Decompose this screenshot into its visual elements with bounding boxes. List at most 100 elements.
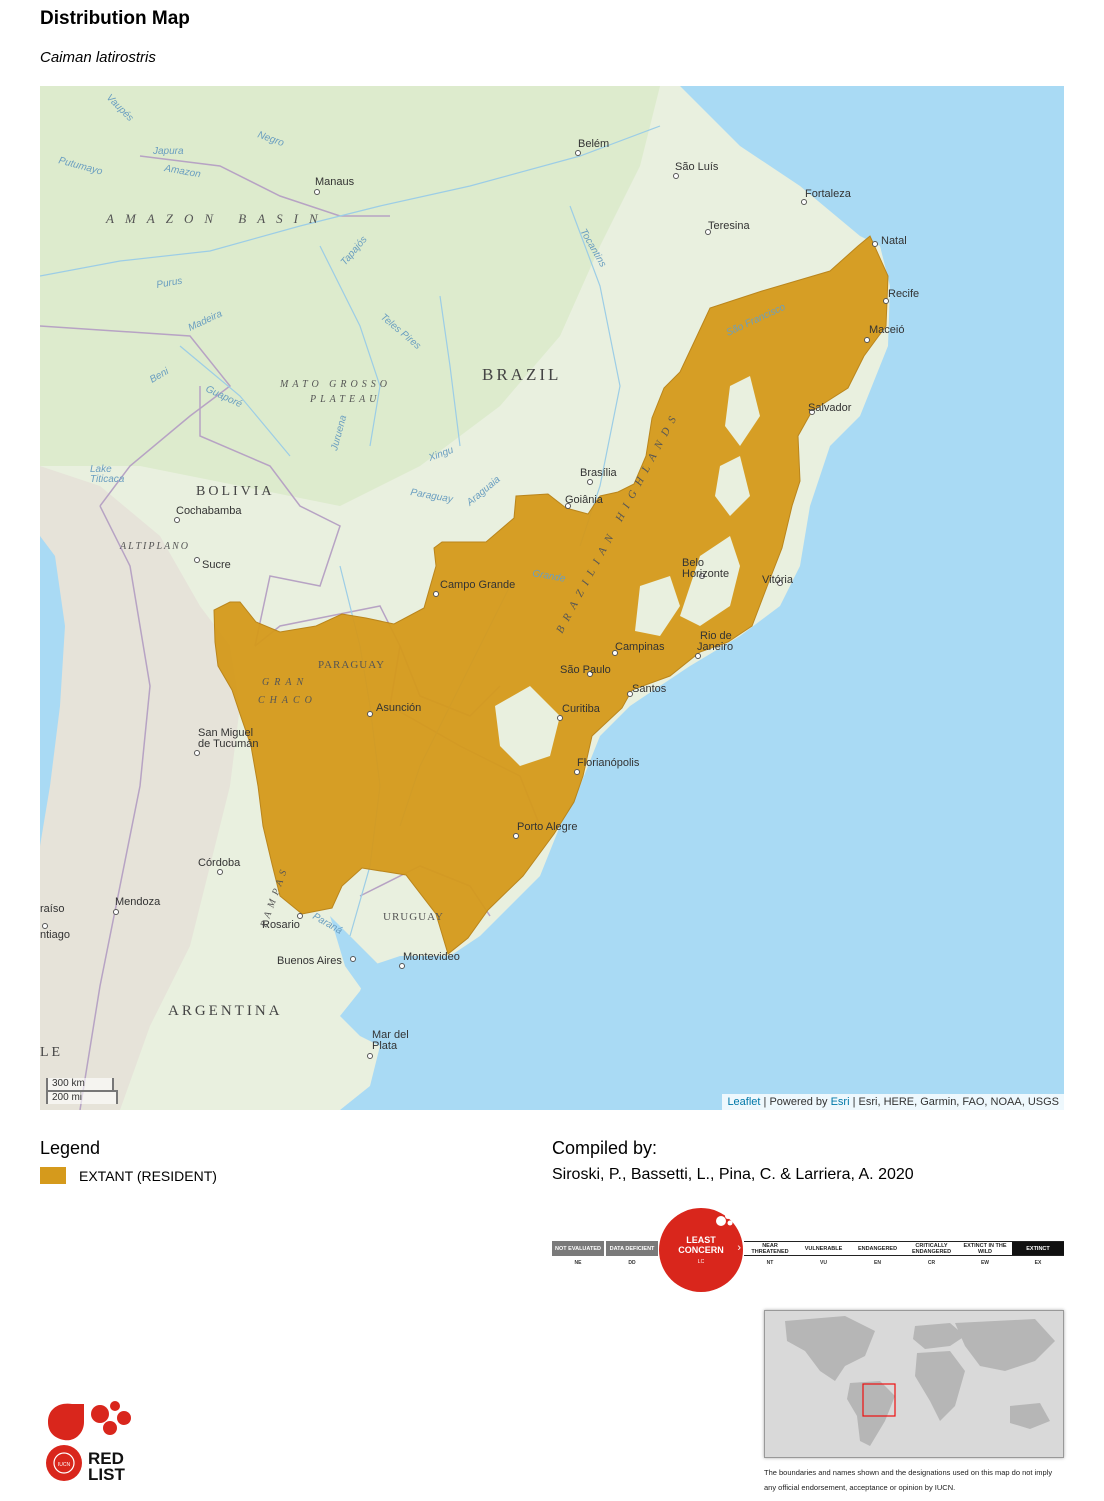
label-santiago: ntiago [40,929,70,941]
map-scale: 300 km 200 mi [46,1078,118,1104]
label-lake-2: Titicaca [90,474,125,485]
label-rio-2: Janeiro [697,641,733,653]
rio-de-la-plata [330,916,400,1011]
code-cr: CR [927,1260,936,1266]
label-belo-horizonte-1: Belo [682,557,704,569]
code-dd: DD [628,1260,636,1266]
red-list-logo-icon: IUCN RED LIST [46,1401,131,1484]
label-campinas: Campinas [615,641,665,653]
red-list-mini-icon [716,1213,736,1226]
category-vu: VULNERABLE [797,1241,850,1256]
label-sao-luis: São Luís [675,161,719,173]
label-belo-horizonte-2: Horizonte [682,568,729,580]
attribution-sources: | Esri, HERE, Garmin, FAO, NOAA, USGS [849,1096,1059,1108]
page-title: Distribution Map [40,8,190,29]
species-range-extant [213,235,889,955]
current-category-label: LEAST CONCERN [678,1235,724,1255]
label-gran-chaco-1: GRAN [262,677,308,688]
label-argentina: ARGENTINA [168,1003,283,1019]
label-goiania: Goiânia [565,494,604,506]
legend-heading: Legend [40,1138,101,1158]
category-ex: EXTINCT [1012,1241,1064,1256]
logo-iucn: IUCN [58,1462,71,1468]
range-gaps [495,376,760,766]
locator-canvas [765,1311,1063,1457]
label-gran-chaco-2: CHACO [258,695,317,706]
map-disclaimer: The boundaries and names shown and the d… [764,1468,1053,1492]
label-uruguay: URUGUAY [383,911,444,923]
label-belem: Belém [578,138,609,150]
amazon-vegetation [40,86,660,506]
chevron-right-icon: › [737,1242,741,1254]
label-mato-grosso-1: MATO GROSSO [279,379,391,390]
code-vu: VU [820,1260,827,1266]
attribution-sep: | Powered by [760,1096,831,1108]
label-sao-paulo: São Paulo [560,664,611,676]
code-ew: EW [980,1260,990,1266]
compiled-heading: Compiled by: [552,1138,658,1158]
world-locator-map [764,1310,1064,1458]
category-nt: NEAR THREATENED [744,1241,796,1256]
label-maceio: Maceió [869,324,904,336]
label-bolivia: BOLIVIA [196,484,275,499]
code-en: EN [874,1260,881,1266]
category-ne: NOT EVALUATED [552,1241,604,1256]
category-cr: CRITICALLY ENDANGERED [905,1241,958,1256]
label-japura: Japura [152,146,184,157]
city-markers [42,150,889,1059]
label-recife: Recife [888,288,919,300]
label-manaus: Manaus [315,176,355,188]
distribution-map[interactable]: Belém São Luís Fortaleza Teresina Natal … [40,86,1064,1110]
legend-item: EXTANT (RESIDENT) [40,1167,217,1184]
red-list-category-scale: NOT EVALUATED DATA DEFICIENT NEAR THREAT… [552,1206,1064,1296]
iucn-red-list-logo: IUCN RED LIST [44,1400,144,1484]
current-category-code: LC [697,1259,705,1265]
label-fortaleza: Fortaleza [805,188,852,200]
category-en: ENDANGERED [851,1241,904,1256]
label-brazil: BRAZIL [482,365,561,384]
label-san-miguel-2: de Tucumán [198,738,259,750]
label-mato-grosso-2: PLATEAU [309,394,380,405]
code-ne: NE [574,1260,582,1266]
label-vitoria: Vitória [762,574,794,586]
label-rosario: Rosario [262,919,300,931]
label-cordoba: Córdoba [198,857,241,869]
logo-line1: RED [88,1449,124,1468]
label-san-miguel-1: San Miguel [198,727,253,739]
locator-continents [785,1316,1055,1446]
species-name: Caiman latirostris [40,49,156,66]
label-curitiba: Curitiba [562,703,601,715]
legend-swatch [40,1167,66,1184]
label-porto-alegre: Porto Alegre [517,821,578,833]
pacific-ocean [40,536,65,846]
label-sucre: Sucre [202,559,231,571]
label-amazon-basin: AMAZON BASIN [105,211,329,226]
category-dd: DATA DEFICIENT [606,1241,658,1256]
label-teresina: Teresina [708,220,750,232]
label-florianopolis: Florianópolis [577,757,640,769]
scale-mi: 200 mi [46,1090,118,1104]
label-lake-1: Lake [90,464,112,475]
map-canvas[interactable]: Belém São Luís Fortaleza Teresina Natal … [40,86,1064,1110]
label-salvador: Salvador [808,402,852,414]
locator-highlight-box [862,1383,896,1417]
label-mar-del-plata-1: Mar del [372,1029,409,1041]
category-ew: EXTINCT IN THE WILD [959,1241,1011,1256]
label-santos: Santos [632,683,667,695]
legend-label: EXTANT (RESIDENT) [79,1167,217,1184]
label-altiplano: ALTIPLANO [119,541,190,552]
label-campo-grande: Campo Grande [440,579,515,591]
label-asuncion: Asunción [376,702,421,714]
label-natal: Natal [881,235,907,247]
label-buenos-aires: Buenos Aires [277,955,342,967]
compiled-authors: Siroski, P., Bassetti, L., Pina, C. & La… [552,1166,914,1183]
label-rio-1: Rio de [700,630,732,642]
label-paraguay: PARAGUAY [318,659,385,671]
label-purus: Purus [156,276,184,291]
label-mar-del-plata-2: Plata [372,1040,398,1052]
esri-link[interactable]: Esri [830,1096,850,1108]
label-mendoza: Mendoza [115,896,161,908]
map-attribution: Leaflet | Powered by Esri | Esri, HERE, … [722,1094,1064,1110]
label-brasilia: Brasília [580,467,618,479]
leaflet-link[interactable]: Leaflet [727,1096,761,1108]
